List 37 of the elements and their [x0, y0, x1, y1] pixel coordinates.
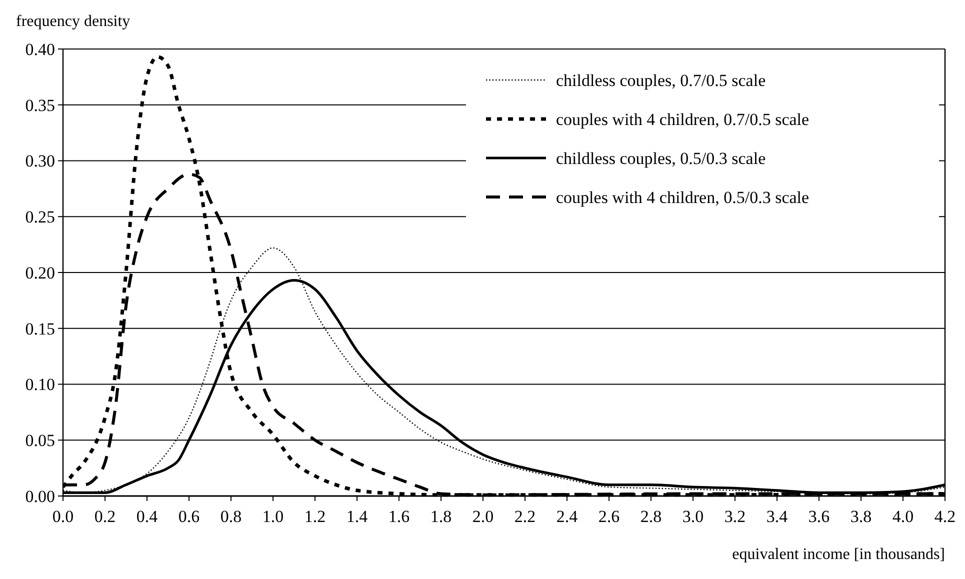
- x-tick-label: 0.4: [136, 507, 158, 526]
- x-tick-label: 1.4: [346, 507, 368, 526]
- y-tick-label: 0.35: [25, 96, 55, 115]
- x-tick-label: 0.2: [94, 507, 116, 526]
- x-tick-label: 0.6: [178, 507, 200, 526]
- legend-label: childless couples, 0.5/0.3 scale: [556, 148, 766, 168]
- x-tick-label: 2.0: [472, 507, 494, 526]
- y-axis-title: frequency density: [16, 13, 130, 30]
- x-tick-label: 3.4: [766, 507, 788, 526]
- x-tick-label: 4.0: [892, 507, 914, 526]
- y-tick-label: 0.25: [25, 208, 55, 227]
- x-tick-label: 0.8: [220, 507, 242, 526]
- x-tick-label: 2.2: [514, 507, 536, 526]
- x-axis-title: equivalent income [in thousands]: [732, 546, 945, 563]
- x-tick-label: 1.2: [304, 507, 326, 526]
- x-tick-label: 3.0: [682, 507, 704, 526]
- x-tick-label: 2.4: [556, 507, 578, 526]
- x-tick-label: 2.8: [640, 507, 662, 526]
- y-tick-label: 0.15: [25, 319, 55, 338]
- y-tick-label: 0.30: [25, 152, 55, 171]
- y-tick-label: 0.40: [25, 40, 55, 59]
- y-tick-label: 0.00: [25, 486, 55, 506]
- x-tick-label: 3.2: [724, 507, 746, 526]
- x-tick-label: 1.8: [430, 507, 452, 526]
- legend-label: couples with 4 children, 0.5/0.3 scale: [556, 188, 810, 207]
- x-tick-label: 3.6: [808, 507, 830, 526]
- legend-label: couples with 4 children, 0.7/0.5 scale: [556, 110, 810, 129]
- y-tick-label: 0.10: [25, 375, 55, 394]
- x-tick-label: 1.6: [388, 507, 410, 526]
- x-tick-label: 3.8: [850, 507, 872, 526]
- y-tick-label: 0.05: [25, 431, 55, 450]
- x-tick-label: 0.0: [52, 507, 74, 526]
- x-tick-label: 4.2: [934, 507, 956, 526]
- y-tick-label: 0.20: [25, 263, 55, 282]
- legend-label: childless couples, 0.7/0.5 scale: [556, 70, 766, 90]
- x-tick-label: 2.6: [598, 507, 620, 526]
- x-tick-label: 1.0: [262, 507, 284, 526]
